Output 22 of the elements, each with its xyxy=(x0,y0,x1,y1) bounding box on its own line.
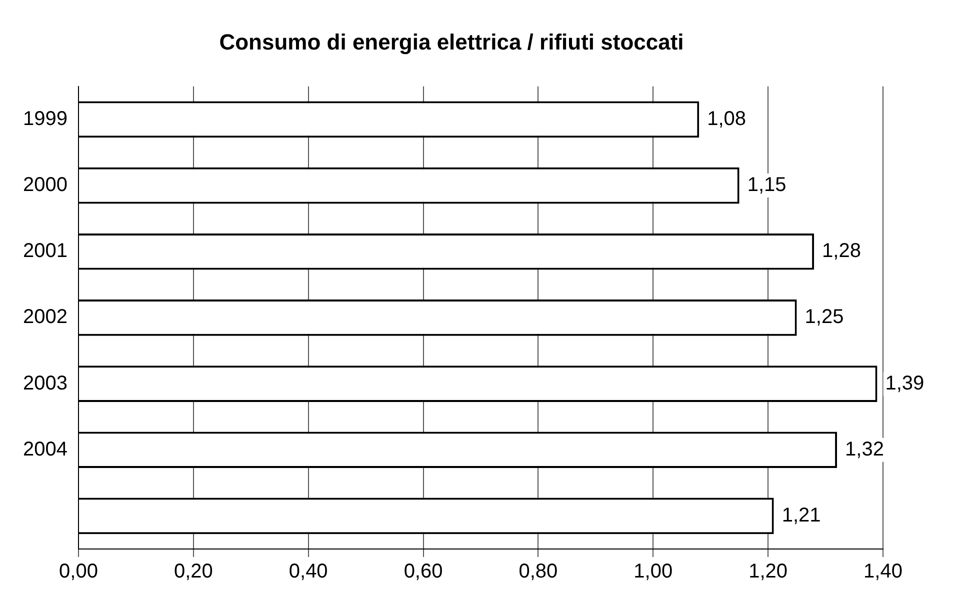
data-label: 1,21 xyxy=(782,504,821,526)
y-tick-label: 2000 xyxy=(22,174,68,196)
x-tick-label: 0,20 xyxy=(174,560,213,583)
x-tick-label: 0,80 xyxy=(518,560,558,583)
data-label: 1,32 xyxy=(845,438,884,460)
data-label: 1,08 xyxy=(707,108,746,130)
y-tick-label: 2002 xyxy=(22,306,68,328)
x-tick-label: 1,40 xyxy=(864,560,902,583)
y-tick-label: 2004 xyxy=(22,438,68,460)
x-tick-label: 1,00 xyxy=(634,560,673,583)
data-label: 1,15 xyxy=(747,174,786,196)
x-tick-label: 0,40 xyxy=(288,560,328,583)
x-tick-label: 0,00 xyxy=(59,560,98,583)
data-label: 1,39 xyxy=(885,372,924,394)
chart-title: Consumo di energia elettrica / rifiuti stoccati xyxy=(219,29,684,54)
y-tick-label: 2001 xyxy=(22,240,68,262)
data-label: 1,28 xyxy=(822,240,861,262)
x-tick-label: 1,20 xyxy=(748,560,788,583)
x-tick-label: 0,60 xyxy=(404,560,443,583)
y-tick-label: 2003 xyxy=(22,372,68,394)
y-tick-label: 1999 xyxy=(22,108,68,130)
data-label: 1,25 xyxy=(804,306,844,328)
